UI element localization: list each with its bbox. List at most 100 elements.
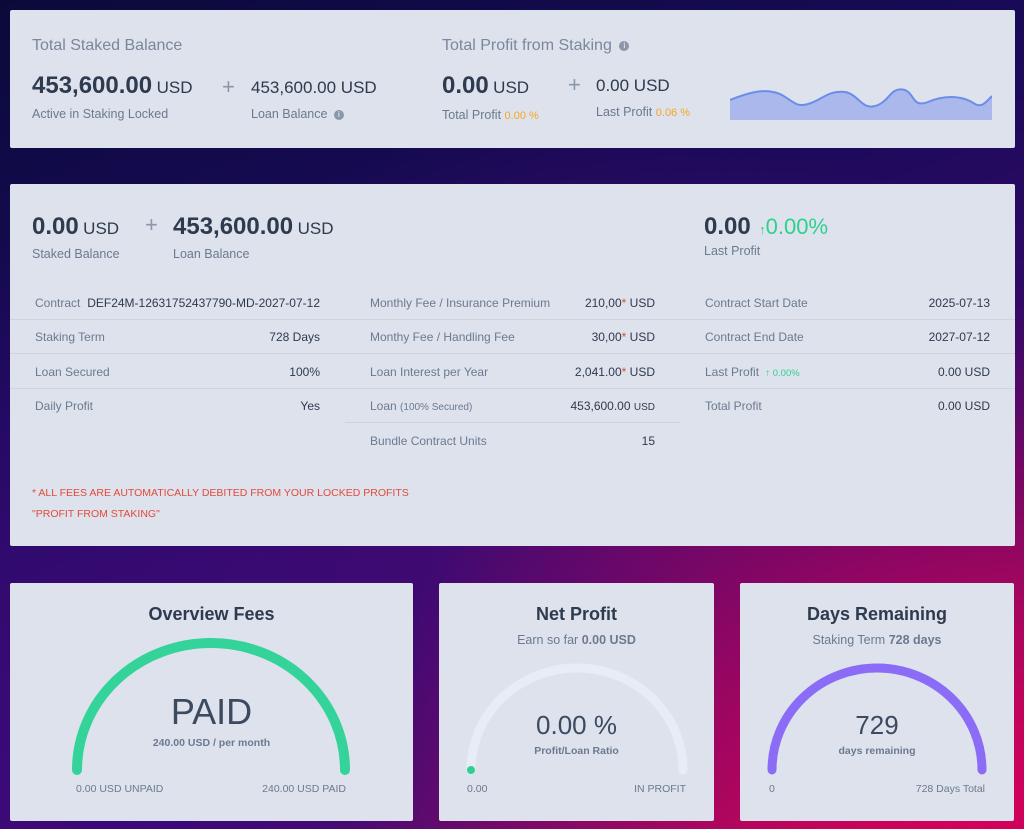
profit-caption: Total Profit (442, 108, 502, 122)
detail-last-profit-group: 0.00 ↑0.00% (704, 213, 828, 241)
detail-row: Monthy Fee / Handling Fee 30,00* USD (345, 320, 680, 354)
detail-row-label: Daily Profit (35, 399, 94, 413)
gauge-left-label: 0.00 USD UNPAID (76, 783, 164, 795)
detail-row-label: Staking Term (35, 329, 105, 344)
detail-row: Loan Secured 100% (10, 355, 345, 389)
detail-row: Contract DEF24M-12631752437790-MD-2027-0… (10, 286, 345, 320)
detail-staked-unit: USD (83, 219, 120, 238)
detail-row-label: Monthly Fee / Insurance Premium (370, 295, 551, 310)
detail-staked-value: 0.00 (32, 213, 79, 240)
gauge-subtitle-group: Earn so far 0.00 USD (439, 633, 714, 647)
detail-row: Last Profit ↑ 0.00% 0.00 USD (680, 355, 1015, 389)
detail-row-label: Contract Start Date (705, 295, 808, 310)
detail-last-profit-value: 0.00 (704, 213, 751, 240)
detail-loan-caption: Loan Balance (173, 247, 250, 261)
gauge-subtitle: Staking Term (812, 633, 886, 647)
plus-sign: + (145, 212, 158, 237)
detail-row-label: Bundle Contract Units (370, 434, 487, 448)
profit-sparkline (730, 88, 992, 120)
detail-row-unit: USD (629, 329, 655, 344)
detail-loan-value: 453,600.00 (173, 213, 294, 240)
detail-row-value-group: 453,600.00 USD (570, 399, 655, 413)
staked-caption: Active in Staking Locked (32, 107, 169, 121)
detail-row-label: Monthy Fee / Handling Fee (370, 329, 515, 344)
profit-title-group: Total Profit from Staking i (442, 37, 630, 55)
detail-row-value: 2025-07-13 (928, 295, 990, 310)
detail-row: Loan (100% Secured) 453,600.00 USD (345, 389, 680, 423)
net-caption: Profit/Loan Ratio (534, 745, 619, 757)
fees-gauge (72, 638, 350, 775)
detail-row-value: 2,041.00 (574, 364, 622, 379)
last-profit-caption-group: Last Profit 0.06 % (596, 105, 690, 119)
detail-row: Contract Start Date 2025-07-13 (680, 286, 1015, 320)
detail-row-unit: USD (633, 401, 655, 413)
last-profit-value: 0.00 USD (596, 76, 670, 95)
info-icon[interactable]: i (333, 109, 344, 120)
fees-note-line2: "PROFIT FROM STAKING" (32, 508, 160, 520)
required-star: * (621, 329, 627, 344)
info-icon[interactable]: i (619, 40, 630, 51)
plus-sign: + (222, 74, 235, 99)
profit-unit: USD (493, 78, 530, 97)
staked-unit: USD (156, 78, 193, 97)
staked-value: 453,600.00 (32, 72, 153, 99)
detail-row: Staking Term 728 Days (10, 320, 345, 354)
detail-row-label: Loan Secured (35, 364, 110, 379)
loan-value: 453,600.00 USD (251, 78, 377, 97)
gauge-fill (72, 638, 350, 775)
detail-row-value-group: 30,00* USD (592, 330, 655, 344)
profit-value-group: 0.00 USD (442, 72, 529, 100)
detail-row-label: Total Profit (705, 399, 762, 413)
loan-caption: Loan Balance (251, 107, 328, 121)
detail-row-value: 0.00 USD (937, 399, 990, 413)
required-star: * (621, 364, 627, 379)
detail-row-value-group: 2,041.00* USD (575, 365, 655, 379)
gauge-right-label: IN PROFIT (634, 783, 686, 795)
profit-caption-group: Total Profit 0.00 % (442, 108, 539, 122)
detail-row-label: Contract (35, 295, 81, 310)
detail-row-label: Loan Interest per Year (370, 364, 489, 379)
detail-staked-caption: Staked Balance (32, 247, 120, 261)
days-gauge (767, 663, 987, 775)
arrow-up-icon: ↑ (759, 222, 766, 237)
gauge-right-label: 240.00 USD PAID (262, 783, 346, 795)
detail-row-badge: ↑ 0.00% (765, 367, 800, 379)
gauge-track (466, 663, 688, 775)
staked-value-group: 453,600.00 USD (32, 72, 192, 100)
detail-row: Monthly Fee / Insurance Premium 210,00* … (345, 286, 680, 320)
detail-row: Daily Profit Yes (10, 389, 345, 423)
detail-row-label: Loan (370, 398, 397, 413)
gauge-title: Overview Fees (148, 604, 275, 624)
gauge-title: Net Profit (536, 604, 617, 624)
profit-value: 0.00 (442, 72, 489, 99)
detail-row-value: 15 (641, 434, 655, 448)
days-remaining-card: Days Remaining Staking Term 728 days 729… (740, 583, 1014, 821)
detail-row-label: Contract End Date (705, 329, 804, 344)
detail-row-value: 453,600.00 (570, 398, 631, 413)
detail-row-value: DEF24M-12631752437790-MD-2027-07-12 (87, 295, 320, 310)
detail-row-value: 100% (289, 364, 320, 379)
gauge-fill (767, 663, 987, 775)
detail-row: Loan Interest per Year 2,041.00* USD (345, 355, 680, 389)
loan-caption-group: Loan Balance i (251, 107, 344, 121)
required-star: * (621, 295, 627, 310)
detail-row-value: 2027-07-12 (928, 329, 990, 344)
detail-loan-unit: USD (297, 219, 334, 238)
detail-last-profit-pct: 0.00% (765, 214, 829, 239)
detail-row-value: 728 Days (269, 329, 320, 344)
detail-row-unit: USD (629, 364, 655, 379)
gauge-fill (467, 766, 475, 774)
gauge-subtitle: Earn so far (517, 633, 579, 647)
detail-last-profit-caption: Last Profit (704, 244, 761, 258)
detail-loan-group: 453,600.00 USD (173, 213, 333, 241)
days-caption: days remaining (838, 745, 916, 757)
staked-title: Total Staked Balance (32, 37, 183, 54)
days-value: 729 (855, 710, 899, 740)
gauge-subtitle-value: 728 days (888, 633, 942, 647)
detail-row: Total Profit 0.00 USD (680, 389, 1015, 423)
detail-row-label: Last Profit (705, 364, 760, 379)
gauge-left-label: 0 (769, 783, 775, 795)
detail-row: Contract End Date 2027-07-12 (680, 320, 1015, 354)
detail-row-value-group: 210,00* USD (585, 296, 655, 310)
gauge-subtitle-value: 0.00 USD (581, 633, 636, 647)
